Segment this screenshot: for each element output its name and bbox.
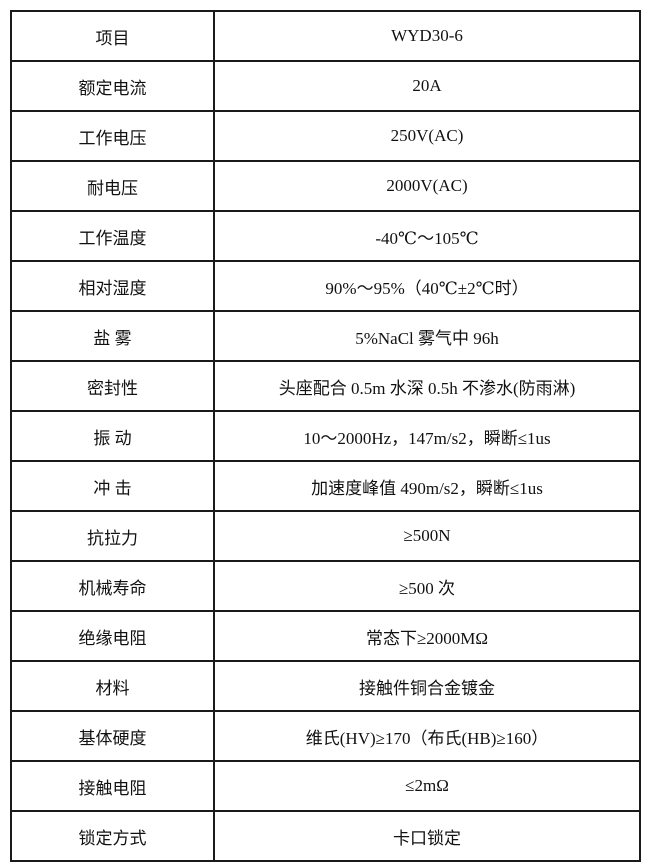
spec-value: 2000V(AC) — [213, 160, 641, 212]
spec-value: 常态下≥2000MΩ — [213, 610, 641, 662]
table-row: 锁定方式 卡口锁定 — [10, 810, 641, 862]
spec-label: 项目 — [10, 10, 215, 62]
table-row: 耐电压 2000V(AC) — [10, 160, 641, 212]
table-row: 接触电阻 ≤2mΩ — [10, 760, 641, 812]
spec-label: 材料 — [10, 660, 215, 712]
table-row: 额定电流 20A — [10, 60, 641, 112]
table-row: 冲 击加速度峰值 490m/s2，瞬断≤1us — [10, 460, 641, 512]
table-row: 材料 接触件铜合金镀金 — [10, 660, 641, 712]
spec-value: WYD30-6 — [213, 10, 641, 62]
spec-table: 项目 WYD30-6 额定电流 20A 工作电压 250V(AC) 耐电压 2000V(AC)… — [10, 10, 641, 862]
spec-label: 盐 雾 — [10, 310, 215, 362]
table-row: 相对湿度 90%～95%（40℃±2℃时） — [10, 260, 641, 312]
table-row: 盐 雾 5%NaCl 雾气中 96h — [10, 310, 641, 362]
table-row: 绝缘电阻 常态下≥2000MΩ — [10, 610, 641, 662]
spec-label: 密封性 — [10, 360, 215, 412]
spec-value: 250V(AC) — [213, 110, 641, 162]
spec-label: 工作温度 — [10, 210, 215, 262]
table-row: 抗拉力 ≥500N — [10, 510, 641, 562]
spec-value: 10～2000Hz，147m/s2，瞬断≤1us — [213, 410, 641, 462]
spec-value: 20A — [213, 60, 641, 112]
spec-label: 工作电压 — [10, 110, 215, 162]
spec-value: 接触件铜合金镀金 — [213, 660, 641, 712]
spec-value: ≥500N — [213, 510, 641, 562]
spec-label: 额定电流 — [10, 60, 215, 112]
table-row: 工作温度 -40℃～105℃ — [10, 210, 641, 262]
spec-value: 卡口锁定 — [213, 810, 641, 862]
spec-label: 机械寿命 — [10, 560, 215, 612]
spec-label: 抗拉力 — [10, 510, 215, 562]
spec-value: 5%NaCl 雾气中 96h — [213, 310, 641, 362]
table-row: 振 动 10～2000Hz，147m/s2，瞬断≤1us — [10, 410, 641, 462]
spec-value: ≤2mΩ — [213, 760, 641, 812]
spec-label: 耐电压 — [10, 160, 215, 212]
spec-label: 相对湿度 — [10, 260, 215, 312]
spec-label: 绝缘电阻 — [10, 610, 215, 662]
table-row: 密封性 头座配合 0.5m 水深 0.5h 不渗水(防雨淋) — [10, 360, 641, 412]
spec-value: ≥500 次 — [213, 560, 641, 612]
spec-value: 头座配合 0.5m 水深 0.5h 不渗水(防雨淋) — [213, 360, 641, 412]
spec-label: 冲 击 — [10, 460, 215, 512]
table-row: 基体硬度 维氏(HV)≥170（布氏(HB)≥160） — [10, 710, 641, 762]
table-row: 机械寿命 ≥500 次 — [10, 560, 641, 612]
spec-value: 加速度峰值 490m/s2，瞬断≤1us — [213, 460, 641, 512]
spec-value: 维氏(HV)≥170（布氏(HB)≥160） — [213, 710, 641, 762]
spec-value: -40℃～105℃ — [213, 210, 641, 262]
table-row: 项目 WYD30-6 — [10, 10, 641, 62]
spec-label: 接触电阻 — [10, 760, 215, 812]
spec-value: 90%～95%（40℃±2℃时） — [213, 260, 641, 312]
spec-label: 振 动 — [10, 410, 215, 462]
spec-table-body: 项目 WYD30-6 额定电流 20A 工作电压 250V(AC) 耐电压 2000V(AC)… — [10, 10, 641, 862]
spec-label: 锁定方式 — [10, 810, 215, 862]
table-row: 工作电压 250V(AC) — [10, 110, 641, 162]
spec-label: 基体硬度 — [10, 710, 215, 762]
